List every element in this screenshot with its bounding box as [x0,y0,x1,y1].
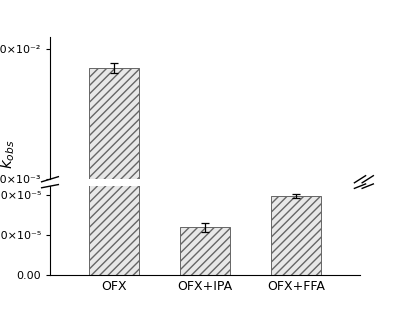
Bar [271,196,321,275]
Bar [271,308,321,309]
Bar [89,68,139,309]
Bar [180,227,230,275]
Bar [89,0,139,275]
Text: $k_{obs}$: $k_{obs}$ [0,140,17,169]
